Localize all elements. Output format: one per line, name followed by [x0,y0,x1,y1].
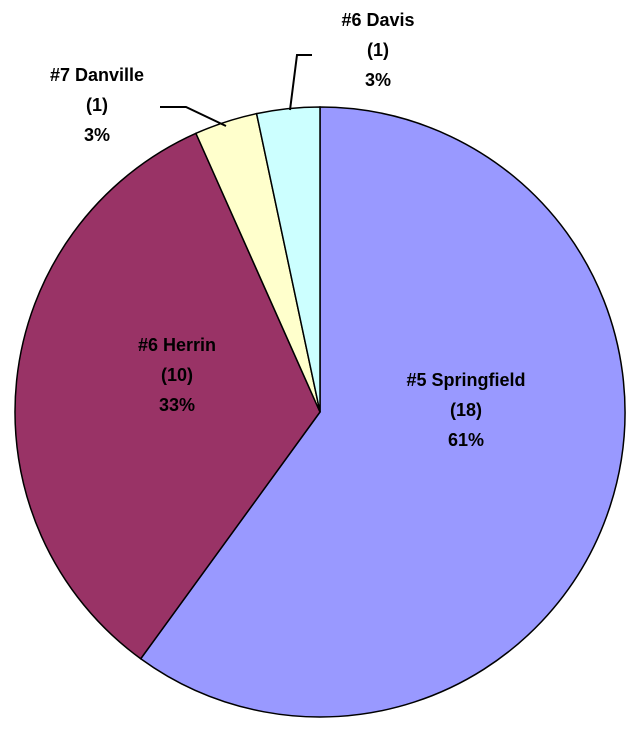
slice-label: #6 Davis (1) 3% [318,5,438,95]
slice-count: (18) [449,400,482,420]
slice-name: #7 Danville [49,65,145,85]
pie-slice [139,106,626,718]
slice-count: (10) [160,365,193,385]
pie-slice [14,132,321,660]
slice-count: (1) [86,95,108,115]
slice-label: #5 Springfield (18) 61% [401,365,531,455]
pie-slice [255,106,321,413]
slice-label: #6 Herrin (10) 33% [107,330,247,420]
slice-name: #6 Herrin [137,335,217,355]
slice-label: #7 Danville (1) 3% [27,60,167,150]
slice-name: #6 Davis [341,10,415,30]
slice-percent: 33% [158,395,196,415]
slice-percent: 3% [364,70,391,90]
slice-percent: 3% [83,125,110,145]
slice-name: #5 Springfield [406,370,526,390]
leader-line [289,54,312,111]
slice-percent: 61% [447,430,485,450]
slice-count: (1) [367,40,389,60]
leader-line [160,106,227,127]
